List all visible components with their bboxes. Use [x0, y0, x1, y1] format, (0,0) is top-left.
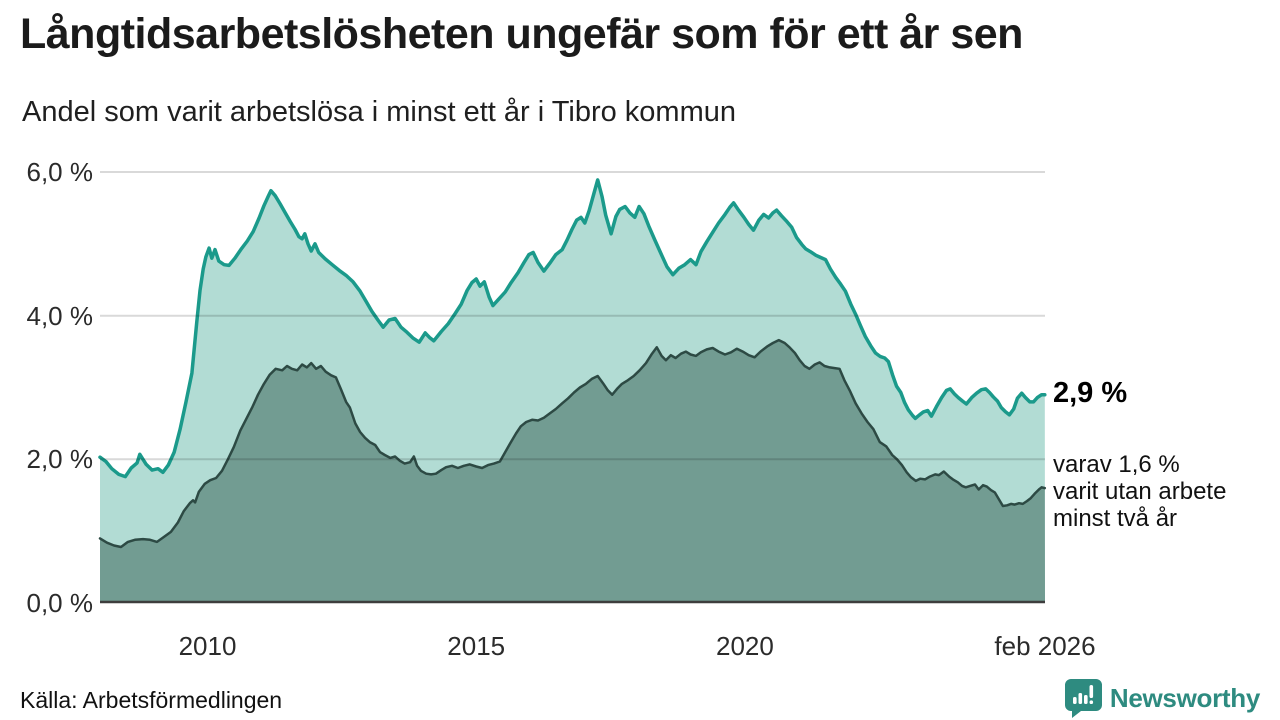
- page-title: Långtidsarbetslösheten ungefär som för e…: [20, 10, 1023, 58]
- y-tick-label: 0,0 %: [26, 588, 94, 618]
- x-tick-label: 2015: [447, 631, 506, 661]
- total-area-line: [98, 178, 1047, 479]
- x-tick-label: 2010: [178, 631, 237, 661]
- area-chart-plot: [98, 171, 1047, 604]
- newsworthy-wordmark: Newsworthy: [1109, 683, 1260, 713]
- x-tick-label: feb 2026: [994, 631, 1096, 661]
- newsworthy-bubble-icon: [1064, 679, 1102, 718]
- newsworthy-logo: Newsworthy: [1064, 679, 1260, 718]
- annotation-line: varit utan arbete: [1053, 478, 1227, 505]
- x-tick-label: 2020: [716, 631, 774, 661]
- y-tick-label: 2,0 %: [26, 444, 94, 475]
- annotation-line: varav 1,6 %: [1053, 451, 1180, 478]
- two-year-annotation: varav 1,6 % varit utan arbete minst två …: [1053, 451, 1226, 532]
- chart-subtitle: Andel som varit arbetslösa i minst ett å…: [22, 96, 736, 128]
- two-year-area: [100, 340, 1045, 603]
- source-caption: Källa: Arbetsförmedlingen: [20, 687, 283, 713]
- annotation-line: minst två år: [1053, 505, 1178, 532]
- latest-value-annotation: 2,9 %: [1053, 377, 1128, 409]
- y-tick-label: 6,0 %: [26, 157, 94, 187]
- y-tick-label: 4,0 %: [26, 300, 94, 331]
- two-year-area-line: [98, 338, 1047, 549]
